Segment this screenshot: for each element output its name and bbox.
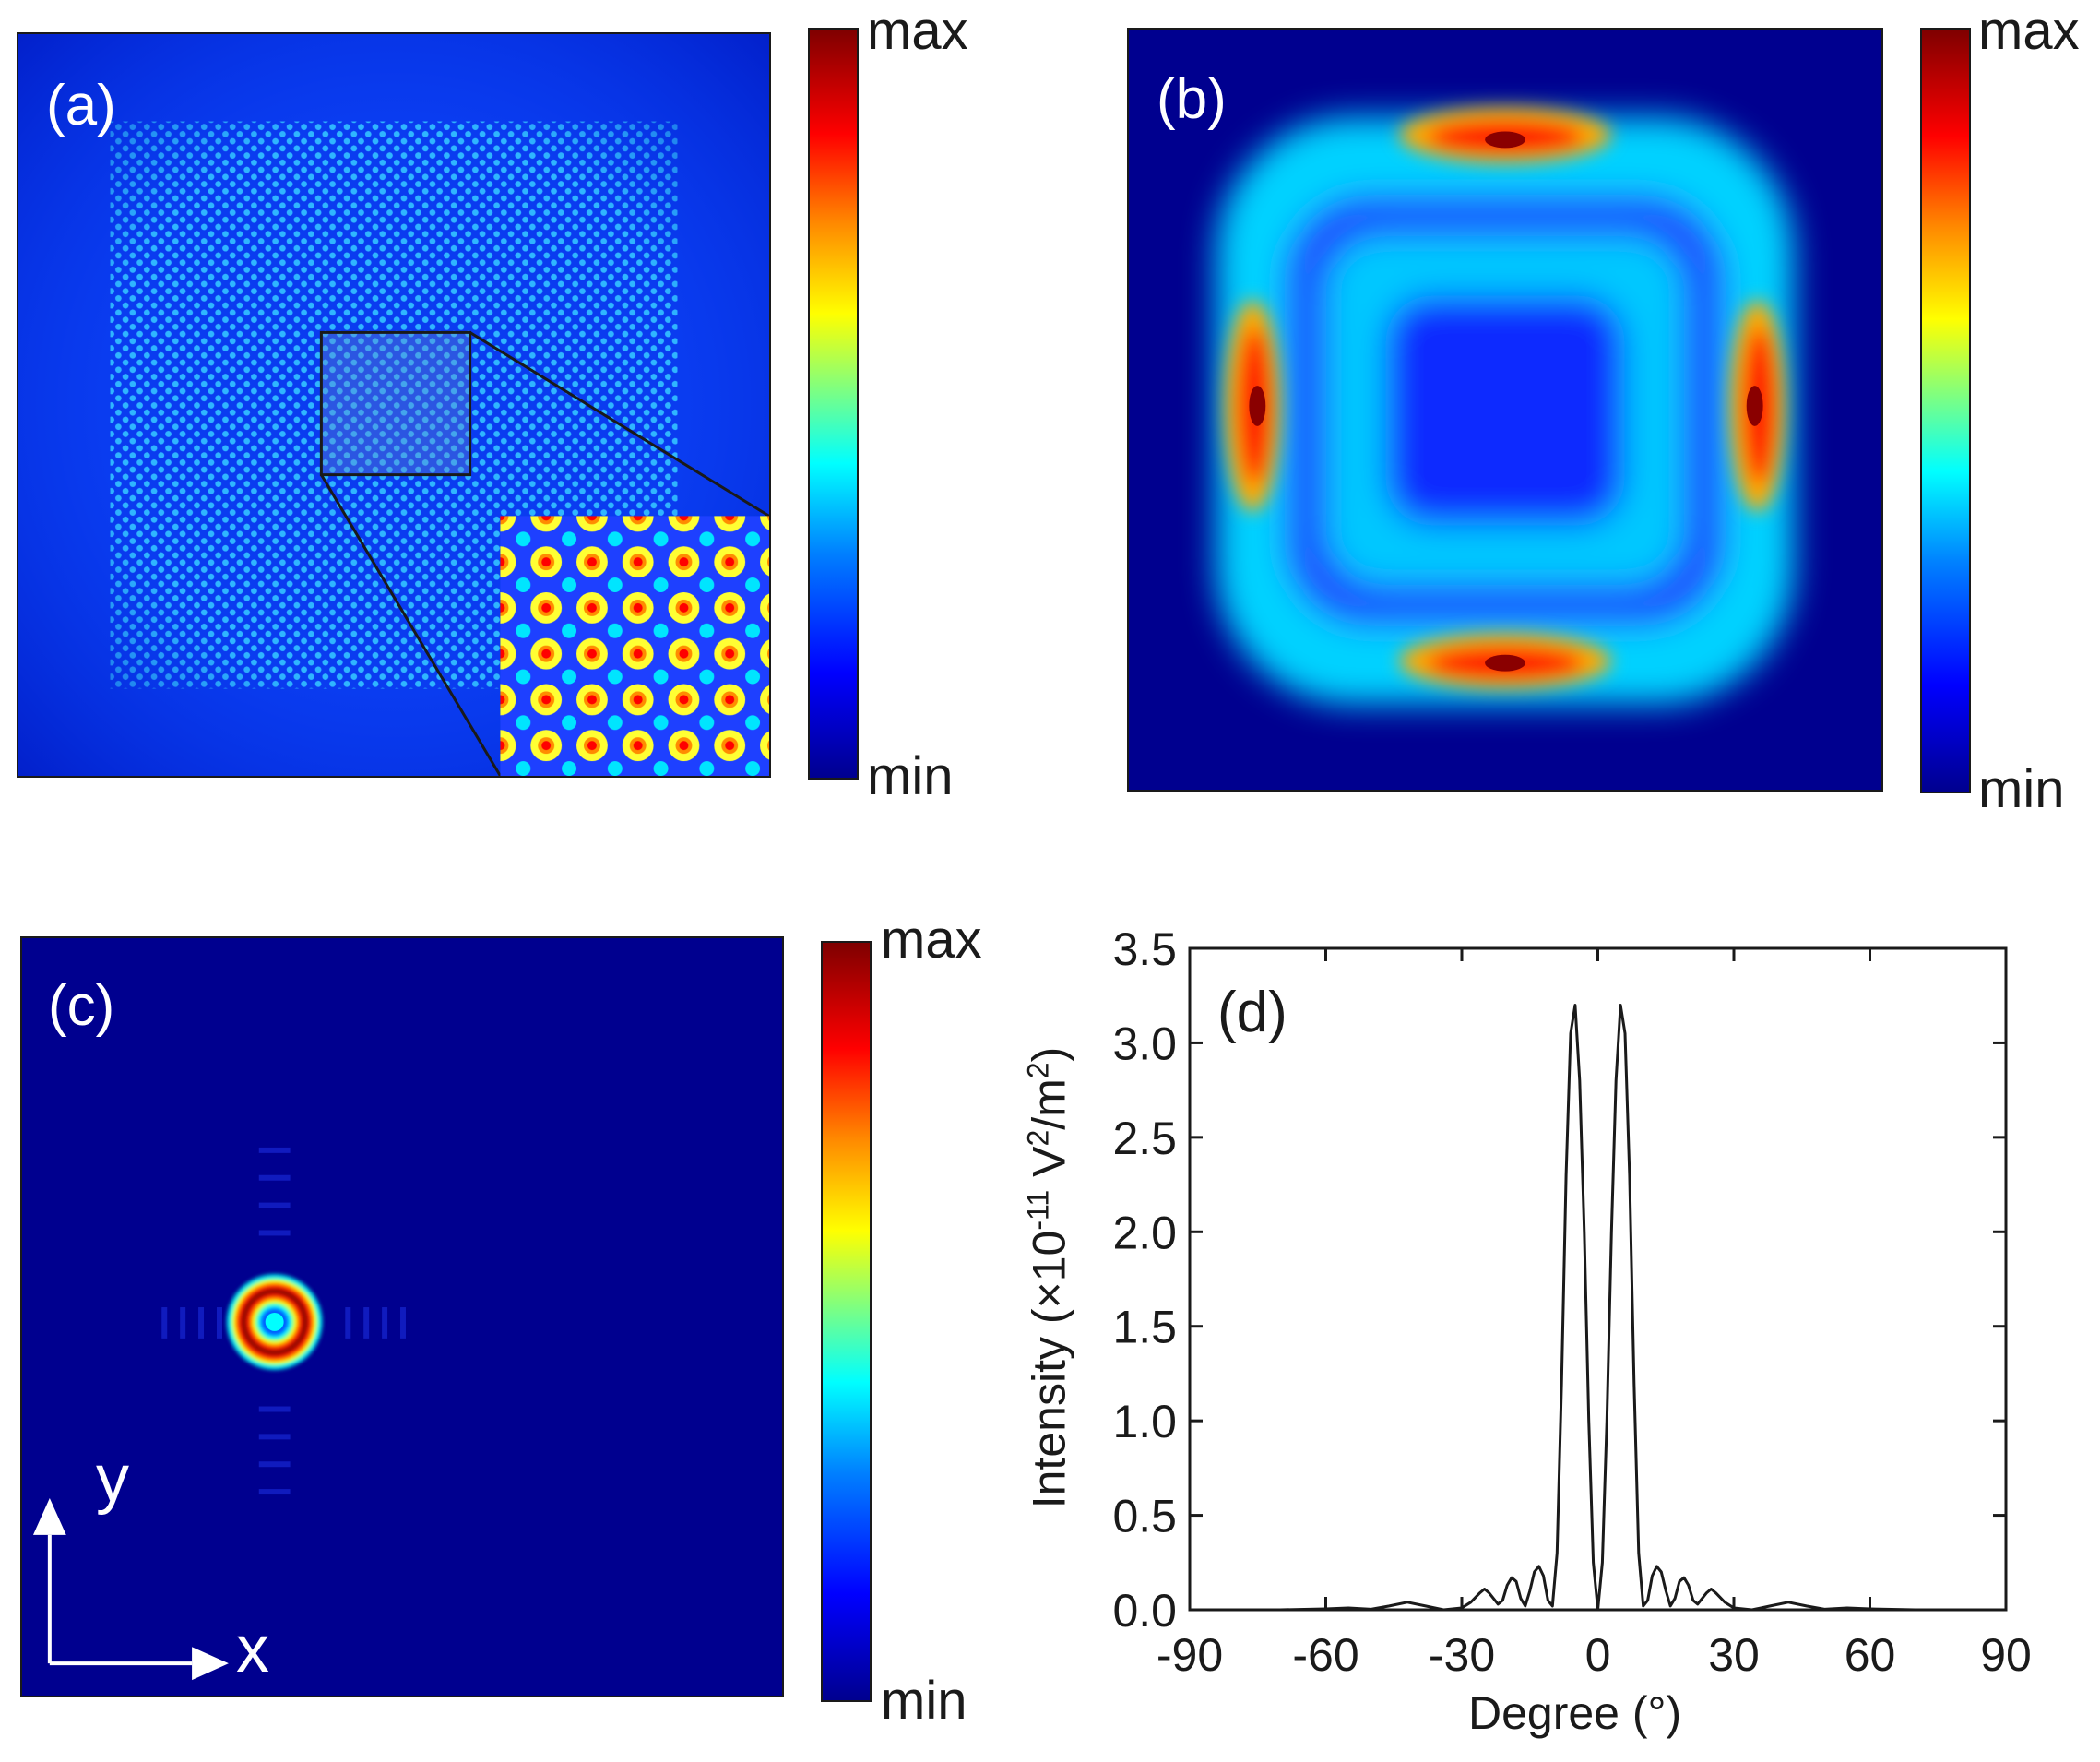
colorbar-a-min: min bbox=[867, 746, 954, 806]
y-axis-title-unit-exp: 2 bbox=[1021, 1129, 1055, 1147]
y-axis-title-unit-tail: /m bbox=[1023, 1078, 1075, 1130]
colorbar-b-max: max bbox=[1978, 1, 2080, 61]
colorbar-c bbox=[821, 941, 872, 1702]
panel-b-label: (b) bbox=[1157, 67, 1227, 131]
y-axis-title-main: Intensity (×10 bbox=[1023, 1230, 1075, 1509]
panel-d-label: (d) bbox=[1217, 981, 1287, 1044]
x-tick-label: -30 bbox=[1429, 1629, 1495, 1681]
zoom-inset bbox=[500, 516, 769, 776]
x-tick-label: 30 bbox=[1708, 1629, 1760, 1681]
x-tick-label: -60 bbox=[1292, 1629, 1358, 1681]
axis-x-label: x bbox=[236, 1613, 269, 1686]
panel-a-image bbox=[18, 34, 769, 776]
axis-y-label: y bbox=[96, 1442, 129, 1516]
y-axis-title-unit-tail-exp: 2 bbox=[1021, 1062, 1055, 1079]
colorbar-a-max: max bbox=[867, 1, 968, 61]
panel-c-image bbox=[22, 938, 782, 1696]
y-tick-label: 2.5 bbox=[1112, 1113, 1177, 1164]
panel-b-field-map: (b) bbox=[1127, 28, 1883, 792]
panel-a-label: (a) bbox=[46, 74, 116, 137]
x-axis-title: Degree (°) bbox=[1468, 1687, 1682, 1739]
plot-frame bbox=[1188, 946, 2008, 1612]
y-tick-label: 3.5 bbox=[1112, 923, 1177, 975]
y-tick-label: 3.0 bbox=[1112, 1018, 1177, 1069]
y-axis-title-close: ) bbox=[1023, 1046, 1075, 1063]
y-tick-label: 1.5 bbox=[1112, 1302, 1177, 1353]
panel-a-field-map: (a) bbox=[17, 32, 771, 778]
y-tick-label: 0.0 bbox=[1112, 1585, 1177, 1637]
zoom-box bbox=[319, 330, 472, 477]
x-tick-label: -90 bbox=[1157, 1629, 1223, 1681]
intensity-line bbox=[1190, 1004, 2006, 1612]
panel-c-field-map: (c) y x bbox=[20, 936, 784, 1697]
colorbar-c-min: min bbox=[881, 1671, 967, 1731]
panel-c-label: (c) bbox=[48, 974, 115, 1038]
colorbar-c-max: max bbox=[881, 910, 982, 970]
colorbar-b-min: min bbox=[1978, 759, 2065, 819]
colorbar-a bbox=[808, 28, 859, 780]
panel-d-chart: 0.0 0.5 1.0 1.5 2.0 2.5 3.0 3.5 -90 -60 -30 0 30 60 9… bbox=[1112, 923, 2032, 1681]
x-tick-label: 60 bbox=[1845, 1629, 1896, 1681]
y-axis-title-unit: V bbox=[1023, 1146, 1075, 1190]
y-tick-label: 2.0 bbox=[1112, 1207, 1177, 1258]
x-tick-label: 0 bbox=[1585, 1629, 1611, 1681]
y-axis-title: Intensity (×10-11 V2/m2) bbox=[1022, 1047, 1076, 1508]
y-axis-title-exp: -11 bbox=[1021, 1189, 1055, 1231]
y-tick-label: 0.5 bbox=[1112, 1491, 1177, 1542]
panel-b-image bbox=[1129, 30, 1881, 790]
colorbar-b bbox=[1920, 28, 1971, 793]
y-tick-label: 1.0 bbox=[1112, 1396, 1177, 1447]
x-tick-label: 90 bbox=[1980, 1629, 2032, 1681]
